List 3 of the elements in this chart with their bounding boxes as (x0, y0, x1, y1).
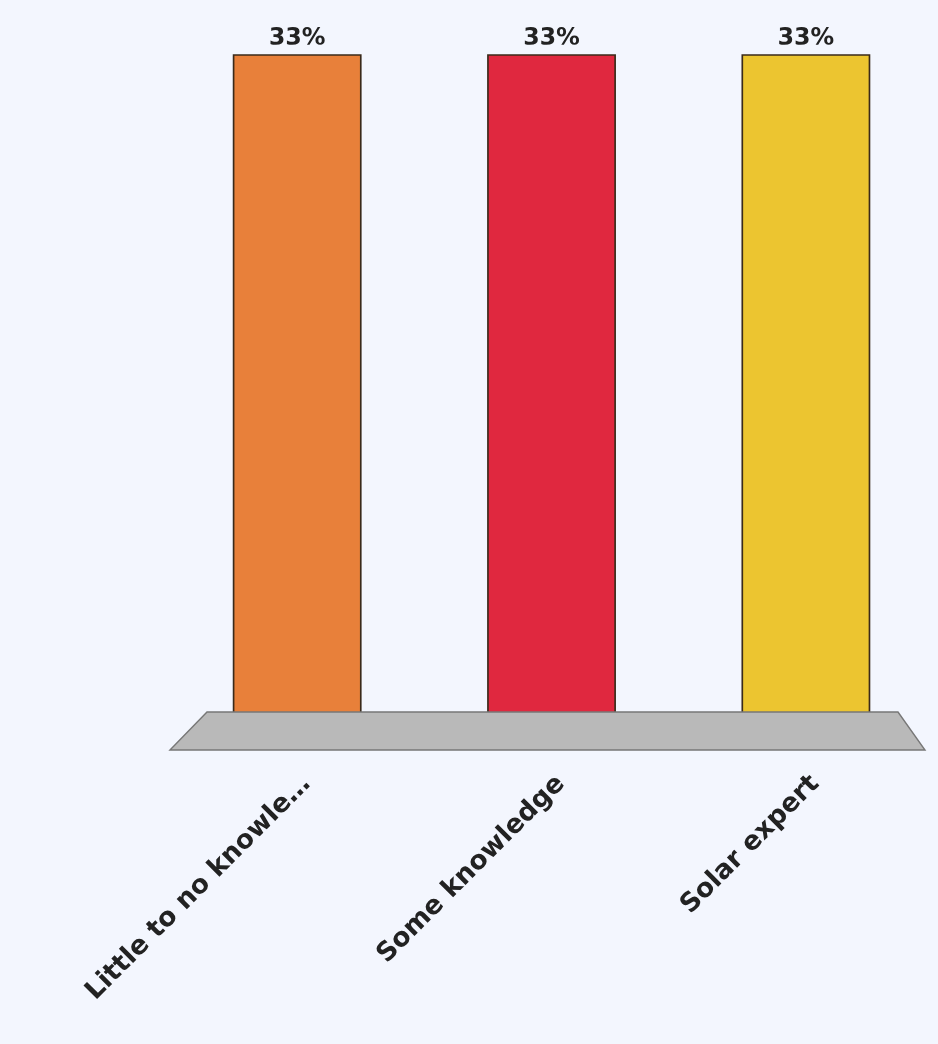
data-label: 33% (524, 27, 580, 45)
data-label: 33% (270, 27, 325, 45)
data-label: 33% (779, 27, 834, 45)
